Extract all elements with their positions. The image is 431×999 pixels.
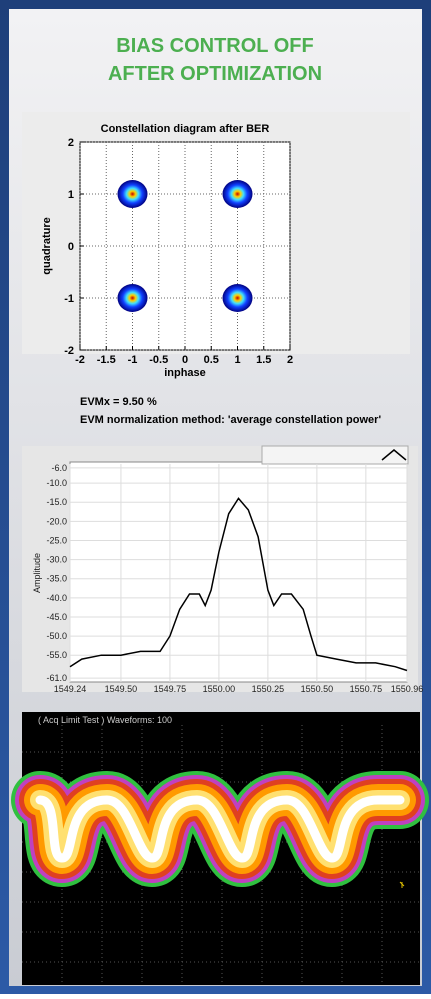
x-tick-label: 1550.25 <box>252 684 285 694</box>
y-tick-label: -55.0 <box>46 650 67 660</box>
x-axis-label: inphase <box>164 367 206 379</box>
spectrum-chart: -6.0 -10.0 -15.0 -20.0 -25.0 -30.0 -35.0 -40.0 -… <box>22 445 424 694</box>
y-axis-label: quadrature <box>41 217 53 274</box>
x-tick-label: -1.5 <box>97 354 116 366</box>
constellation-cluster <box>222 180 253 208</box>
x-tick-label: 0 <box>182 354 188 366</box>
x-tick-label: -1 <box>128 354 138 366</box>
chart-title: Constellation diagram after BER <box>101 123 270 135</box>
x-tick-label: 1549.50 <box>105 684 138 694</box>
constellation-cluster <box>117 180 148 208</box>
x-tick-label: 1549.75 <box>154 684 187 694</box>
y-tick-label: -50.0 <box>46 631 67 641</box>
x-tick-label: 2 <box>287 354 293 366</box>
constellation-cluster <box>222 284 253 312</box>
y-tick-label: -15.0 <box>46 497 67 507</box>
x-tick-label: 1550.75 <box>350 684 383 694</box>
eye-traces <box>11 770 429 888</box>
title-line: AFTER OPTIMIZATION <box>108 63 322 85</box>
annotation: EVMx = 9.50 % <box>80 396 157 408</box>
y-tick-label: -10.0 <box>46 478 67 488</box>
eye-header: ( Acq Limit Test ) Waveforms: 100 <box>38 715 172 725</box>
y-tick-label: -20.0 <box>46 516 67 526</box>
y-tick-label: -25.0 <box>46 535 67 545</box>
y-tick-label: 2 <box>68 137 74 149</box>
spectrum-line <box>69 497 408 672</box>
title-line: BIAS CONTROL OFF <box>116 35 313 57</box>
y-tick-label: -1 <box>64 293 74 305</box>
x-tick-label: 1.5 <box>256 354 271 366</box>
y-tick-label: -40.0 <box>46 593 67 603</box>
x-tick-label: 1550.00 <box>203 684 236 694</box>
y-tick-label: -45.0 <box>46 612 67 622</box>
y-axis-label: Amplitude <box>32 553 42 593</box>
legend-icon <box>381 449 407 461</box>
y-tick-label: -30.0 <box>46 555 67 565</box>
y-tick-label: -35.0 <box>46 574 67 584</box>
constellation-chart: Constellation diagram after BER-2 -1.5 -1-… <box>22 112 410 426</box>
constellation-cluster <box>117 284 148 312</box>
y-tick-label: -61.0 <box>46 673 67 683</box>
x-tick-label: -2 <box>75 354 85 366</box>
x-tick-label: 0.5 <box>204 354 219 366</box>
legend-box <box>261 445 409 465</box>
x-tick-label: 1 <box>234 354 240 366</box>
eye-diagram: ( Acq Limit Test ) Waveforms: 100 <box>11 712 429 985</box>
marker <box>399 881 405 888</box>
y-tick-label: 1 <box>68 189 74 201</box>
x-tick-label: 1550.96 <box>391 684 424 694</box>
annotation: EVM normalization method: 'average const… <box>80 414 381 426</box>
x-tick-label: -0.5 <box>149 354 168 366</box>
y-tick-label: -2 <box>64 345 74 357</box>
y-tick-label: 0 <box>68 241 74 253</box>
y-tick-label: -6.0 <box>51 463 67 473</box>
x-tick-label: 1549.24 <box>54 684 87 694</box>
x-tick-label: 1550.50 <box>301 684 334 694</box>
